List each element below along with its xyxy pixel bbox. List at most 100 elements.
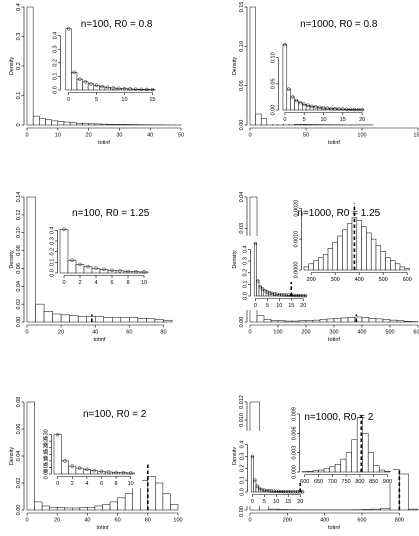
histogram-bar (382, 319, 391, 323)
histogram-bar (121, 88, 128, 91)
x-tick-label: 15 (149, 97, 155, 103)
x-tick-label: 0 (248, 518, 251, 524)
y-tick-label: 0.0000 (294, 262, 300, 279)
histogram-bar (300, 124, 307, 126)
histogram-bar (91, 267, 101, 274)
histogram-bar (49, 507, 58, 511)
data-point (86, 264, 90, 269)
histogram-bar (87, 507, 96, 511)
x-tick-label: 500 (379, 277, 388, 283)
histogram-bar (71, 72, 78, 91)
x-tick-label: 750 (342, 479, 351, 485)
y-tick-label: 0.20 (44, 442, 50, 453)
histogram-bar (163, 319, 173, 323)
histogram-bar (129, 317, 139, 323)
data-point (286, 489, 290, 494)
histogram-bar (94, 316, 105, 323)
y-tick-label: 0.02 (16, 478, 22, 489)
y-tick-label: 0.06 (16, 424, 22, 435)
histogram-bar (298, 102, 303, 111)
data-point (134, 269, 138, 274)
data-point (111, 86, 116, 90)
x-tick-label: 0 (251, 499, 254, 505)
y-tick-label: 0.0 (53, 86, 59, 94)
x-tick-label: 2 (71, 481, 74, 487)
x-tick-label: 80 (145, 518, 151, 524)
data-point (255, 484, 259, 488)
histogram-bar (61, 460, 69, 475)
x-tick-label: 4 (85, 481, 88, 487)
y-tick-label: 0.00 (16, 505, 22, 516)
x-tick-label: 5 (95, 97, 98, 103)
x-tick-label: 20 (58, 330, 64, 336)
data-point (329, 106, 333, 111)
x-tick-label: 200 (283, 518, 292, 524)
data-point (284, 489, 288, 494)
histogram-bar (100, 123, 108, 126)
data-point (99, 469, 104, 474)
histogram-bar (139, 271, 149, 274)
y-tick-label: 0.2 (240, 464, 246, 472)
y-tick-label: 0.1 (16, 92, 22, 100)
histogram-bar (305, 320, 314, 323)
histogram-bar (75, 467, 84, 475)
histogram-bar (94, 505, 103, 511)
y-tick-label: 0.4 (16, 3, 22, 11)
y-tick-label: 0.00 (44, 469, 50, 480)
panel-title: n=1000, R0 = 0.8 (300, 19, 378, 30)
histogram-bar (362, 433, 369, 473)
histogram-bar (76, 122, 83, 126)
histogram-bar (112, 317, 122, 323)
x-tick-label: 0 (248, 133, 251, 139)
y-tick-label: 0.3 (240, 453, 246, 461)
y-tick-label: 0.2 (53, 59, 59, 67)
data-point (287, 87, 291, 91)
data-point (78, 262, 82, 267)
histogram-bar (119, 124, 126, 126)
histogram-bar (332, 241, 338, 271)
histogram-bar (103, 317, 113, 323)
data-point (276, 489, 281, 494)
histogram-bar (268, 508, 279, 511)
x-axis-label: totinf (328, 140, 340, 146)
x-tick-label: 20 (54, 518, 60, 524)
histogram-bar (93, 84, 100, 91)
y-tick-label: 0.25 (44, 436, 50, 447)
y-tick-label: 0.012 (239, 395, 245, 409)
data-point (303, 294, 308, 298)
x-tick-label: 400 (320, 518, 329, 524)
histogram-bar (64, 507, 73, 511)
histogram-bar (120, 317, 130, 323)
y-tick-label: 0.3 (50, 237, 56, 245)
x-tick-label: 300 (331, 277, 340, 283)
y-tick-label: 0.04 (16, 281, 22, 292)
y-tick-label: 0.1 (53, 73, 59, 81)
x-tick-label: 0 (62, 280, 65, 286)
chart-panel-6: 02004006008000.0000.0020.0040.0060.0080.… (232, 395, 419, 531)
histogram-bar (403, 321, 412, 323)
x-tick-label: 650 (314, 479, 323, 485)
histogram-bar (260, 118, 268, 126)
x-tick-label: 10 (128, 481, 134, 487)
y-axis-label: Density (232, 250, 238, 269)
histogram-bar (106, 124, 114, 126)
data-point (142, 270, 146, 274)
inset-histogram: 0 5 10 15 0.0 0.1 0.2 0.3 0.4 (49, 18, 162, 104)
data-point (94, 266, 98, 270)
x-tick-label: 0 (283, 117, 286, 123)
x-axis-label: totinf (328, 525, 340, 531)
histogram-bar (63, 121, 71, 126)
chart-panel-5: 0 20 40 60 80 1000.000.020.040.060.08totinfDe… (9, 397, 183, 531)
data-point (314, 105, 318, 109)
data-point (337, 107, 341, 111)
histogram-bar (154, 319, 164, 323)
x-tick-label: 10 (141, 280, 147, 286)
y-tick-label: 0.0010 (294, 231, 300, 248)
y-tick-label: 0.00 (271, 105, 277, 116)
data-point (128, 471, 133, 475)
histogram-bar (333, 318, 342, 323)
data-point (83, 80, 88, 84)
histogram-bar (294, 123, 301, 126)
data-point (100, 84, 104, 89)
histogram-bar (34, 501, 43, 511)
